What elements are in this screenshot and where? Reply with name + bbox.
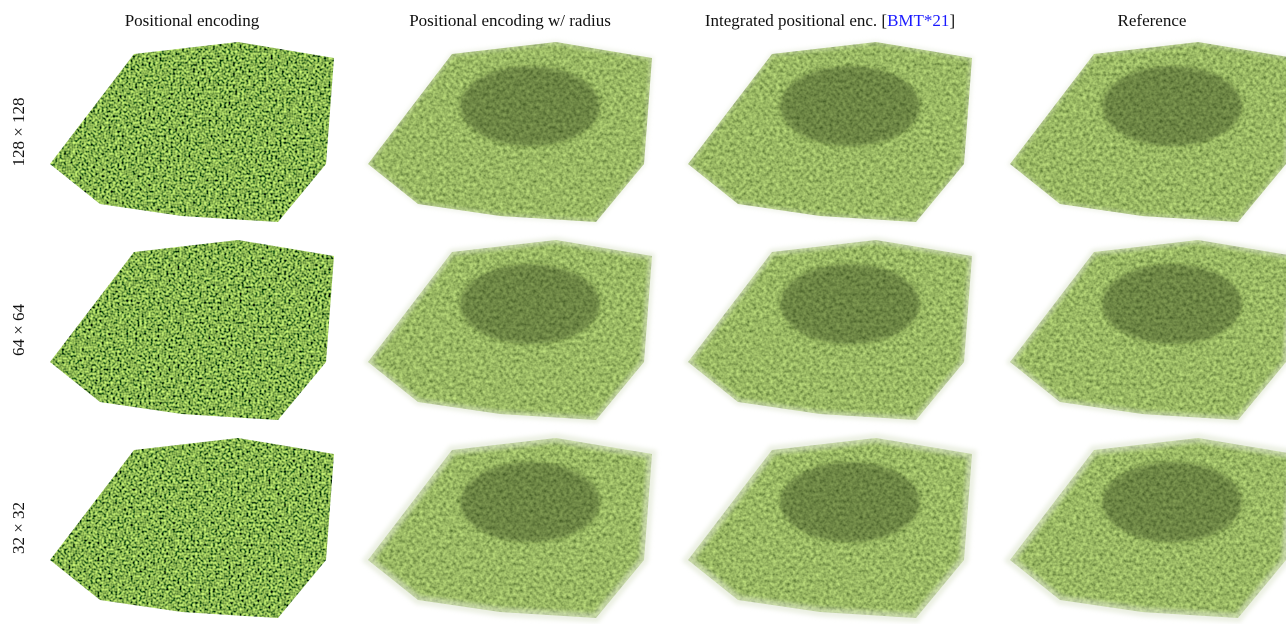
dark-patch	[460, 462, 600, 542]
grass-image	[42, 432, 342, 624]
header-text: Positional encoding	[125, 11, 260, 30]
image-noise	[42, 36, 342, 231]
row-label: 32 × 32	[9, 502, 28, 554]
row-labels: 128 × 128 64 × 64 32 × 32	[9, 97, 28, 554]
column-headers: Positional encoding Positional encoding w…	[125, 11, 1187, 30]
column-header: Reference	[1118, 11, 1187, 30]
grass-image	[680, 36, 980, 231]
header-text: Positional encoding w/ radius	[409, 11, 611, 30]
dark-patch	[1102, 66, 1242, 146]
citation-link[interactable]: BMT*21	[887, 11, 949, 30]
row-label: 64 × 64	[9, 303, 28, 356]
grass-image	[42, 234, 342, 429]
image-grid	[42, 36, 1286, 624]
dark-patch	[780, 66, 920, 146]
dark-patch	[780, 264, 920, 344]
dark-patch	[460, 66, 600, 146]
image-noise	[42, 432, 342, 624]
dark-patch	[780, 462, 920, 542]
header-text: Reference	[1118, 11, 1187, 30]
header-text: Integrated positional enc. [	[705, 11, 888, 30]
grass-image	[360, 36, 660, 231]
row-label: 128 × 128	[9, 97, 28, 166]
dark-patch	[1102, 462, 1242, 542]
page: Positional encoding Positional encoding w…	[0, 0, 1286, 624]
header-text: ]	[949, 11, 955, 30]
grass-image	[1002, 234, 1286, 429]
dark-patch	[460, 264, 600, 344]
column-header: Positional encoding w/ radius	[409, 11, 611, 30]
grass-image	[42, 36, 342, 231]
image-noise	[42, 234, 342, 429]
figure: Positional encoding Positional encoding w…	[0, 0, 1286, 624]
grass-image	[1002, 36, 1286, 231]
dark-patch	[1102, 264, 1242, 344]
column-header: Integrated positional enc. [BMT*21]	[705, 11, 955, 30]
column-header: Positional encoding	[125, 11, 260, 30]
grass-image	[1002, 432, 1286, 624]
